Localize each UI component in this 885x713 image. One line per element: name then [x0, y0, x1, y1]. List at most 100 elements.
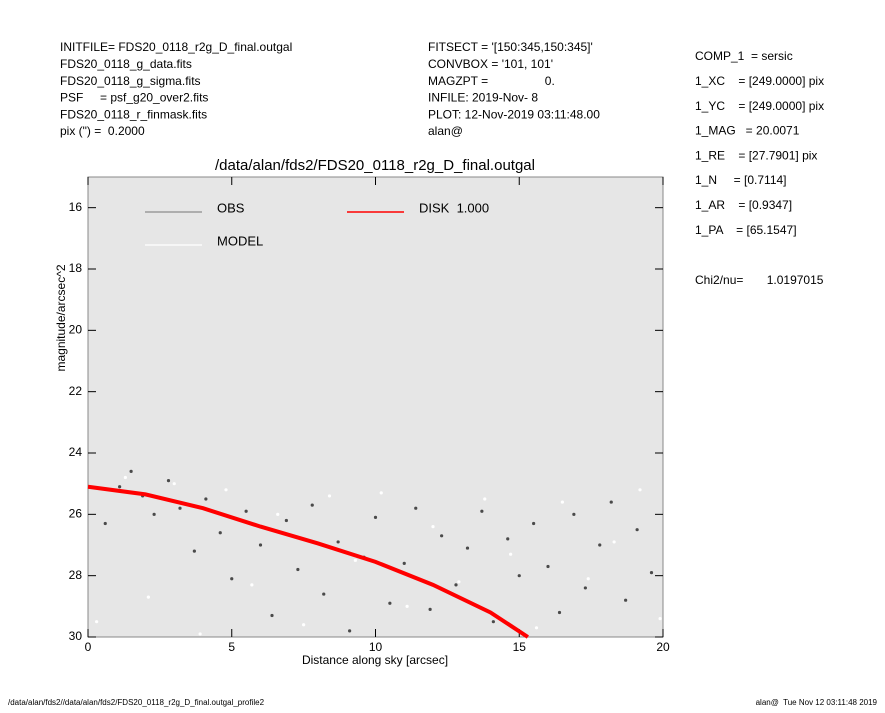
data-point [218, 531, 222, 535]
footer-right: alan@ Tue Nov 12 03:11:48 2019 [756, 698, 878, 707]
data-point [440, 534, 444, 538]
data-point [224, 488, 228, 492]
data-point [546, 564, 550, 569]
data-point [379, 491, 383, 495]
data-point [388, 601, 392, 605]
header-line: alan@ [428, 124, 463, 138]
param-line: 1_MAG = 20.0071 [695, 124, 800, 138]
data-point [635, 528, 639, 532]
y-tick-label: 20 [69, 323, 83, 337]
data-point [152, 512, 156, 516]
y-tick-label: 16 [69, 200, 83, 214]
param-line: 1_N = [0.7114] [695, 173, 787, 187]
y-tick-label: 18 [69, 261, 83, 275]
data-point [348, 629, 352, 633]
data-point [103, 521, 107, 526]
x-tick-label: 20 [656, 640, 670, 654]
y-tick-label: 22 [69, 384, 83, 398]
param-line: COMP_1 = sersic [695, 49, 793, 63]
data-point [454, 583, 458, 587]
header-line: FDS20_0118_g_sigma.fits [60, 74, 201, 88]
data-point [612, 540, 616, 544]
data-point [373, 515, 378, 520]
x-axis-label: Distance along sky [arcsec] [302, 653, 448, 667]
data-point [649, 571, 654, 575]
data-point [431, 525, 435, 529]
data-point [204, 497, 208, 501]
data-point [230, 577, 234, 581]
param-line: 1_AR = [0.9347] [695, 198, 792, 212]
y-axis-label: magnitude/arcsec^2 [54, 264, 68, 371]
data-point [509, 552, 513, 556]
data-point [129, 469, 133, 473]
data-point [609, 500, 613, 504]
data-point [506, 537, 510, 541]
plot-area [87, 176, 664, 638]
data-point [284, 518, 288, 523]
data-point [638, 488, 642, 492]
data-point [250, 583, 254, 587]
data-point [166, 479, 171, 483]
data-point [457, 580, 461, 584]
data-point [465, 546, 470, 550]
data-point [483, 497, 487, 501]
data-point [310, 503, 314, 507]
header-line: MAGZPT = 0. [428, 74, 555, 88]
header-line: FDS20_0118_r_finmask.fits [60, 107, 207, 121]
data-point [583, 586, 587, 590]
y-tick-label: 30 [69, 629, 83, 643]
data-point [586, 577, 590, 581]
data-point [244, 509, 248, 513]
data-point [322, 592, 326, 596]
header-line: PLOT: 12-Nov-2019 03:11:48.00 [428, 107, 600, 121]
data-point [258, 543, 263, 547]
data-point [428, 607, 432, 612]
data-point [123, 475, 127, 480]
x-tick-label: 0 [85, 640, 92, 654]
header-line: PSF = psf_g20_over2.fits [60, 91, 208, 105]
data-point [560, 500, 564, 504]
data-point [402, 561, 406, 566]
data-point [270, 613, 274, 618]
data-point [572, 512, 576, 516]
data-point [405, 604, 409, 608]
model-curve [87, 484, 529, 639]
data-point [192, 549, 196, 553]
footer-left: /data/alan/fds2//data/alan/fds2/FDS20_01… [8, 698, 265, 707]
chart-title: /data/alan/fds2/FDS20_0118_r2g_D_final.o… [215, 157, 535, 174]
header-line: pix (") = 0.2000 [60, 124, 145, 138]
data-point [491, 620, 495, 624]
data-point [557, 610, 562, 615]
chi2: Chi2/nu= 1.0197015 [695, 273, 824, 287]
data-point [598, 543, 602, 547]
data-point [534, 626, 539, 630]
x-tick-label: 5 [228, 640, 235, 654]
data-point [624, 598, 628, 602]
data-point [658, 617, 662, 621]
data-point [353, 558, 357, 562]
data-point [302, 623, 306, 627]
param-line: 1_XC = [249.0000] pix [695, 74, 824, 88]
data-point [178, 506, 182, 510]
y-tick-label: 28 [69, 568, 83, 582]
legend-label: OBS [217, 200, 245, 215]
data-point [172, 482, 176, 486]
y-tick-label: 24 [69, 445, 83, 459]
data-point [327, 494, 332, 498]
data-point [198, 632, 202, 636]
data-point [95, 620, 99, 624]
data-point [296, 567, 300, 572]
header-line: INFILE: 2019-Nov- 8 [428, 91, 538, 105]
data-point [480, 509, 484, 513]
legend-label: DISK 1.000 [419, 200, 489, 215]
y-tick-label: 26 [69, 507, 83, 521]
data-point [336, 540, 340, 544]
header-line: FDS20_0118_g_data.fits [60, 57, 192, 71]
param-line: 1_RE = [27.7901] pix [695, 148, 817, 162]
data-point [146, 595, 150, 599]
data-point [276, 512, 280, 516]
header-line: FITSECT = '[150:345,150:345]' [428, 40, 593, 54]
param-line: 1_YC = [249.0000] pix [695, 99, 824, 113]
header-line: INITFILE= FDS20_0118_r2g_D_final.outgal [60, 40, 292, 54]
